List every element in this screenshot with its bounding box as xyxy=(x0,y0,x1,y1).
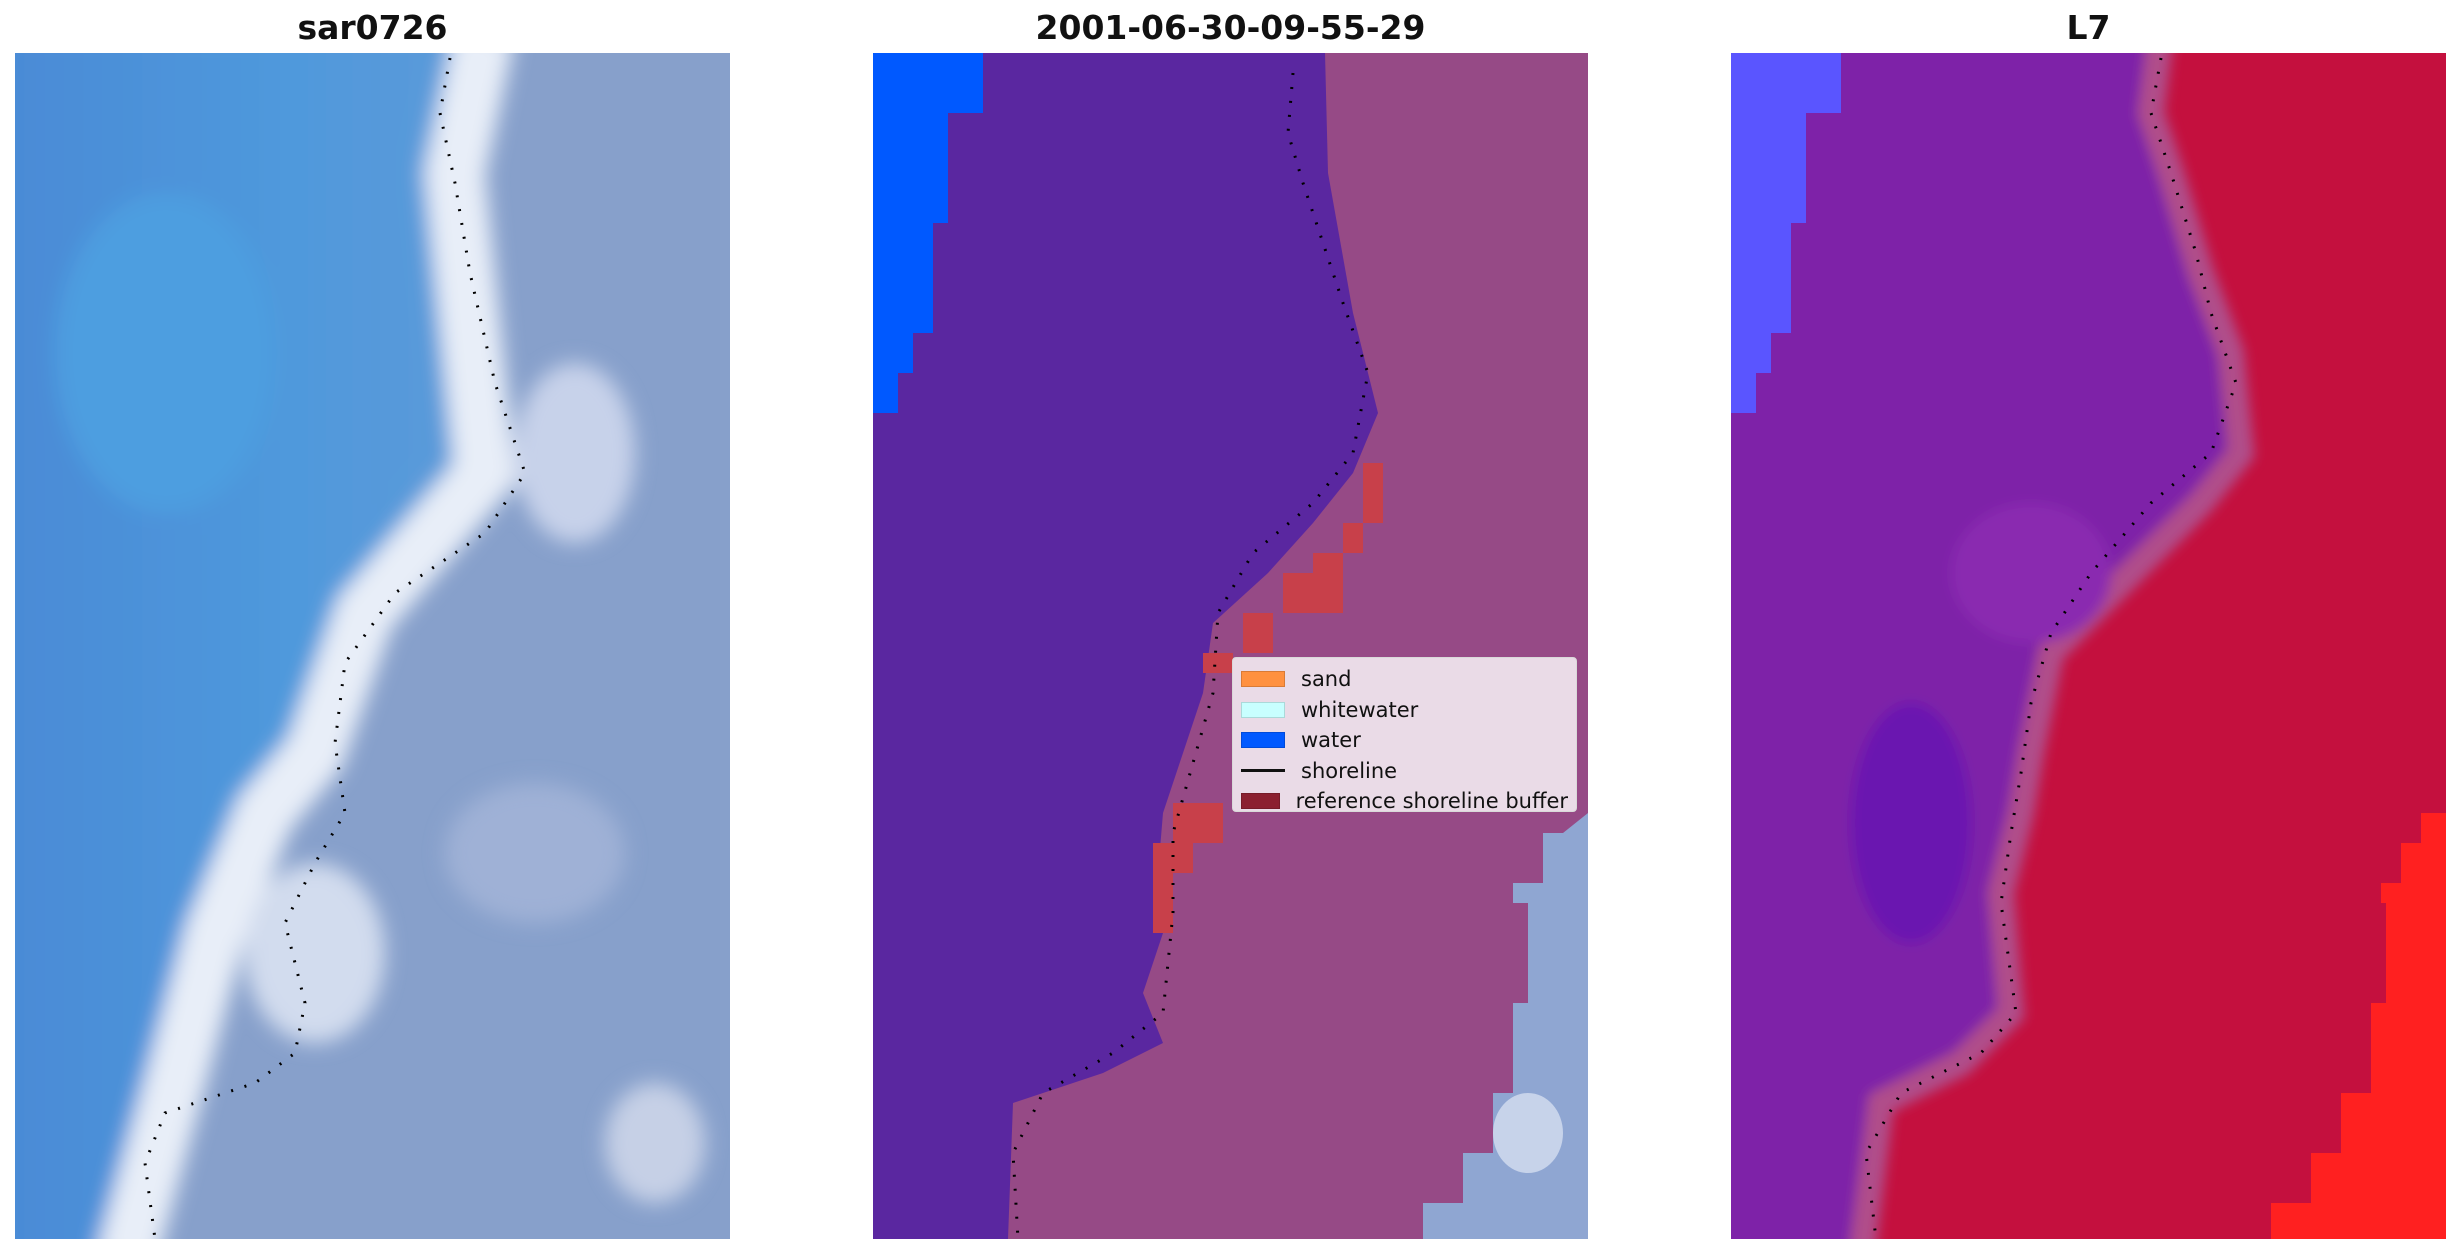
legend-label-whitewater: whitewater xyxy=(1301,697,1419,722)
legend-item-reference-shoreline-buffer: reference shoreline buffer xyxy=(1241,786,1568,817)
legend-swatch-shoreline xyxy=(1241,769,1285,773)
index-image xyxy=(1731,53,2446,1239)
legend-label-sand: sand xyxy=(1301,667,1352,692)
classified-image-panel xyxy=(873,53,1588,1239)
index-image-panel xyxy=(1731,53,2446,1239)
legend-swatch-reference-shoreline-buffer xyxy=(1241,793,1280,810)
legend-item-water: water xyxy=(1241,725,1568,756)
legend-item-sand: sand xyxy=(1241,664,1568,695)
rgb-image xyxy=(15,53,730,1239)
legend-swatch-whitewater xyxy=(1241,701,1285,718)
legend-item-whitewater: whitewater xyxy=(1241,695,1568,726)
title-panel-2: 2001-06-30-09-55-29 xyxy=(1035,8,1426,47)
classified-image xyxy=(873,53,1588,1239)
legend-swatch-water xyxy=(1241,732,1285,749)
legend-label-shoreline: shoreline xyxy=(1301,758,1398,783)
legend-label-water: water xyxy=(1301,728,1361,753)
legend-item-shoreline: shoreline xyxy=(1241,756,1568,787)
legend-swatch-sand xyxy=(1241,671,1285,688)
title-panel-3: L7 xyxy=(2066,8,2111,47)
legend-label-reference-shoreline-buffer: reference shoreline buffer xyxy=(1295,789,1568,814)
legend: sand whitewater water shoreline referenc… xyxy=(1232,657,1577,813)
rgb-image-panel xyxy=(15,53,730,1239)
title-panel-1: sar0726 xyxy=(297,8,448,47)
